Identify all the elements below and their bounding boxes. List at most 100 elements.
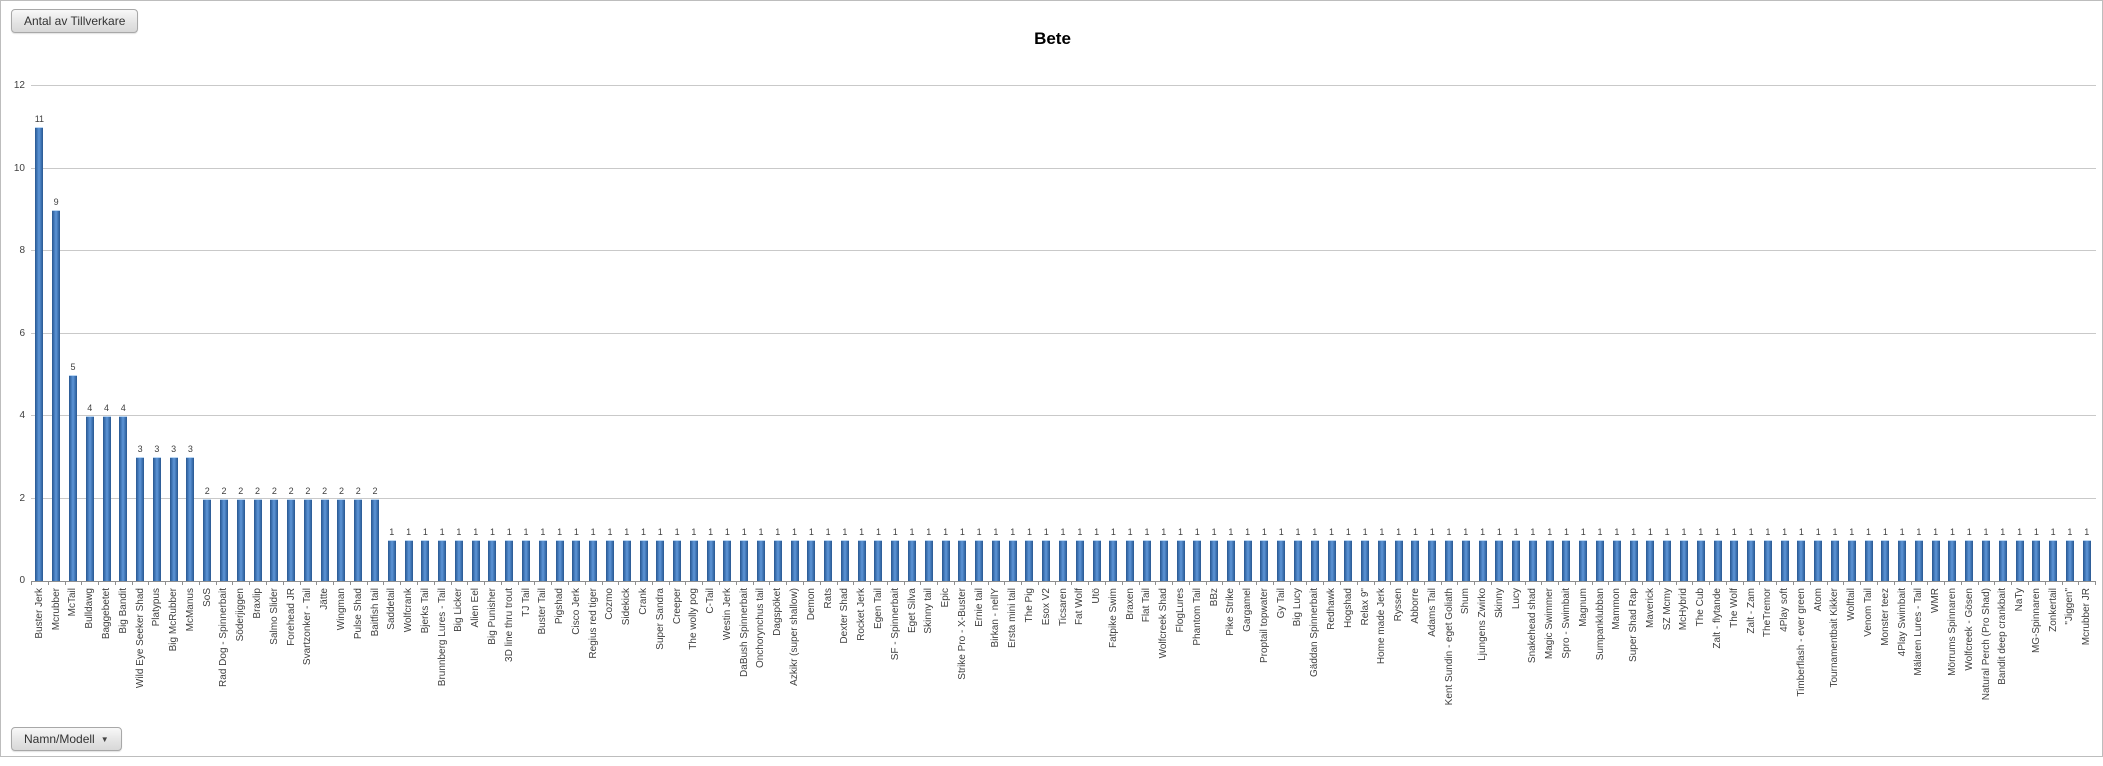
x-label-slot: Regius red tiger	[585, 588, 602, 751]
x-label-slot: Söderjiggen	[232, 588, 249, 751]
chevron-down-icon: ▼	[100, 734, 109, 744]
bar	[656, 539, 665, 581]
values-field-button[interactable]: Antal av Tillverkare	[11, 9, 139, 33]
x-axis-category-label: Esox V2	[1040, 588, 1052, 626]
x-axis-tick	[735, 581, 753, 585]
y-axis-tick-label: 4	[19, 410, 25, 421]
x-label-slot: The Cub	[1692, 588, 1709, 751]
bar-value-label: 1	[2017, 526, 2023, 537]
bar	[387, 539, 396, 581]
x-label-slot: Creeper	[669, 588, 686, 751]
bar-value-label: 1	[1647, 526, 1653, 537]
x-label-slot: Gy Tail	[1273, 588, 1290, 751]
x-label-slot: McManus	[182, 588, 199, 751]
x-label-slot: Cozmo	[602, 588, 619, 751]
x-axis-category-label: The Pig	[1023, 588, 1035, 623]
x-axis-category-label: C-Tail	[705, 588, 717, 614]
bar-value-label: 1	[1513, 526, 1519, 537]
x-label-slot: Ersta mini tail	[1004, 588, 1021, 751]
bar-slot: 1	[870, 86, 887, 581]
x-label-slot: Flat Tail	[1139, 588, 1156, 751]
x-axis-category-label: Fat Wolf	[1074, 588, 1086, 626]
x-label-slot: TJ Tail	[518, 588, 535, 751]
x-axis-tick	[1272, 581, 1290, 585]
bar-value-label: 1	[1916, 526, 1922, 537]
bar	[1948, 539, 1957, 581]
bar-slot: 1	[1843, 86, 1860, 581]
bar-slot: 1	[988, 86, 1005, 581]
bar	[1512, 539, 1521, 581]
bar-value-label: 2	[238, 485, 244, 496]
bar	[891, 539, 900, 581]
x-label-slot: 4Play soft	[1776, 588, 1793, 751]
bar	[756, 539, 765, 581]
x-label-slot: Relax 9"	[1357, 588, 1374, 751]
bar-value-label: 1	[993, 526, 999, 537]
bar-value-label: 1	[1681, 526, 1687, 537]
gridline	[31, 332, 2096, 334]
bar	[371, 498, 380, 581]
bar	[1260, 539, 1269, 581]
axis-field-button[interactable]: Namn/Modell ▼	[11, 727, 122, 751]
bar	[840, 539, 849, 581]
x-axis-category-label: Bandit deep crankbait	[1997, 588, 2009, 685]
bar	[1327, 539, 1336, 581]
bar-value-label: 1	[1597, 526, 1603, 537]
x-axis-tick	[2061, 581, 2079, 585]
bar	[1679, 539, 1688, 581]
x-axis-tick	[1188, 581, 1206, 585]
x-label-slot: The Wolf	[1726, 588, 1743, 751]
x-axis-tick	[702, 581, 719, 585]
bar-slot: 1	[1071, 86, 1088, 581]
bar-value-label: 1	[1194, 526, 1200, 537]
x-label-slot: Egen Tail	[870, 588, 887, 751]
x-label-slot: NaTy	[2011, 588, 2028, 751]
x-axis-category-label: Zonkertail	[2047, 588, 2059, 632]
x-axis-tick	[584, 581, 602, 585]
bar-value-label: 3	[171, 444, 177, 455]
bar-slot: 1	[1290, 86, 1307, 581]
bar-value-label: 1	[540, 526, 546, 537]
x-label-slot: Lucy	[1508, 588, 1525, 751]
bar-slot: 1	[1407, 86, 1424, 581]
x-label-slot: Rats	[820, 588, 837, 751]
gridline	[31, 167, 2096, 169]
x-axis-tick	[1323, 581, 1340, 585]
bar	[136, 457, 145, 581]
x-label-slot: Onchorynchus tail	[753, 588, 770, 751]
x-axis-tick	[333, 581, 350, 585]
bar-value-label: 1	[523, 526, 529, 537]
x-axis-category-label: Lucy	[1510, 588, 1522, 610]
bar-value-label: 1	[1211, 526, 1217, 537]
bar	[1411, 539, 1420, 581]
x-axis-tick	[148, 581, 165, 585]
bar-slot: 1	[685, 86, 702, 581]
bar	[689, 539, 698, 581]
bar	[1663, 539, 1672, 581]
bar	[1579, 539, 1588, 581]
x-axis-tick	[2027, 581, 2045, 585]
x-axis-tick	[1843, 581, 1860, 585]
x-axis-tick	[249, 581, 266, 585]
bar-slot: 1	[1810, 86, 1827, 581]
axis-field-label: Namn/Modell	[24, 732, 95, 746]
bar-slot: 1	[1491, 86, 1508, 581]
bar-value-label: 1	[1631, 526, 1637, 537]
x-axis-tick	[651, 581, 669, 585]
x-axis-tick	[870, 581, 887, 585]
bar	[874, 539, 883, 581]
x-axis-category-label: Big Bandit	[117, 588, 129, 634]
x-axis-category-label: Mörrums Spinnaren	[1946, 588, 1958, 676]
x-axis-category-label: Magic Swimmer	[1544, 588, 1556, 660]
x-label-slot: The Pig	[1021, 588, 1038, 751]
bar-slot: 1	[887, 86, 904, 581]
x-axis-category-label: Pigshad	[554, 588, 566, 625]
x-label-slot: Rocket Jerk	[853, 588, 870, 751]
x-axis-tick	[1155, 581, 1172, 585]
x-label-slot: Gargamel	[1239, 588, 1256, 751]
bar-value-label: 1	[1698, 526, 1704, 537]
bar	[1210, 539, 1219, 581]
bar-slot: 1	[1558, 86, 1575, 581]
x-axis-category-label: Mammon	[1611, 588, 1623, 630]
x-axis-category-label: Mälaren Lures - Tail	[1913, 588, 1925, 676]
